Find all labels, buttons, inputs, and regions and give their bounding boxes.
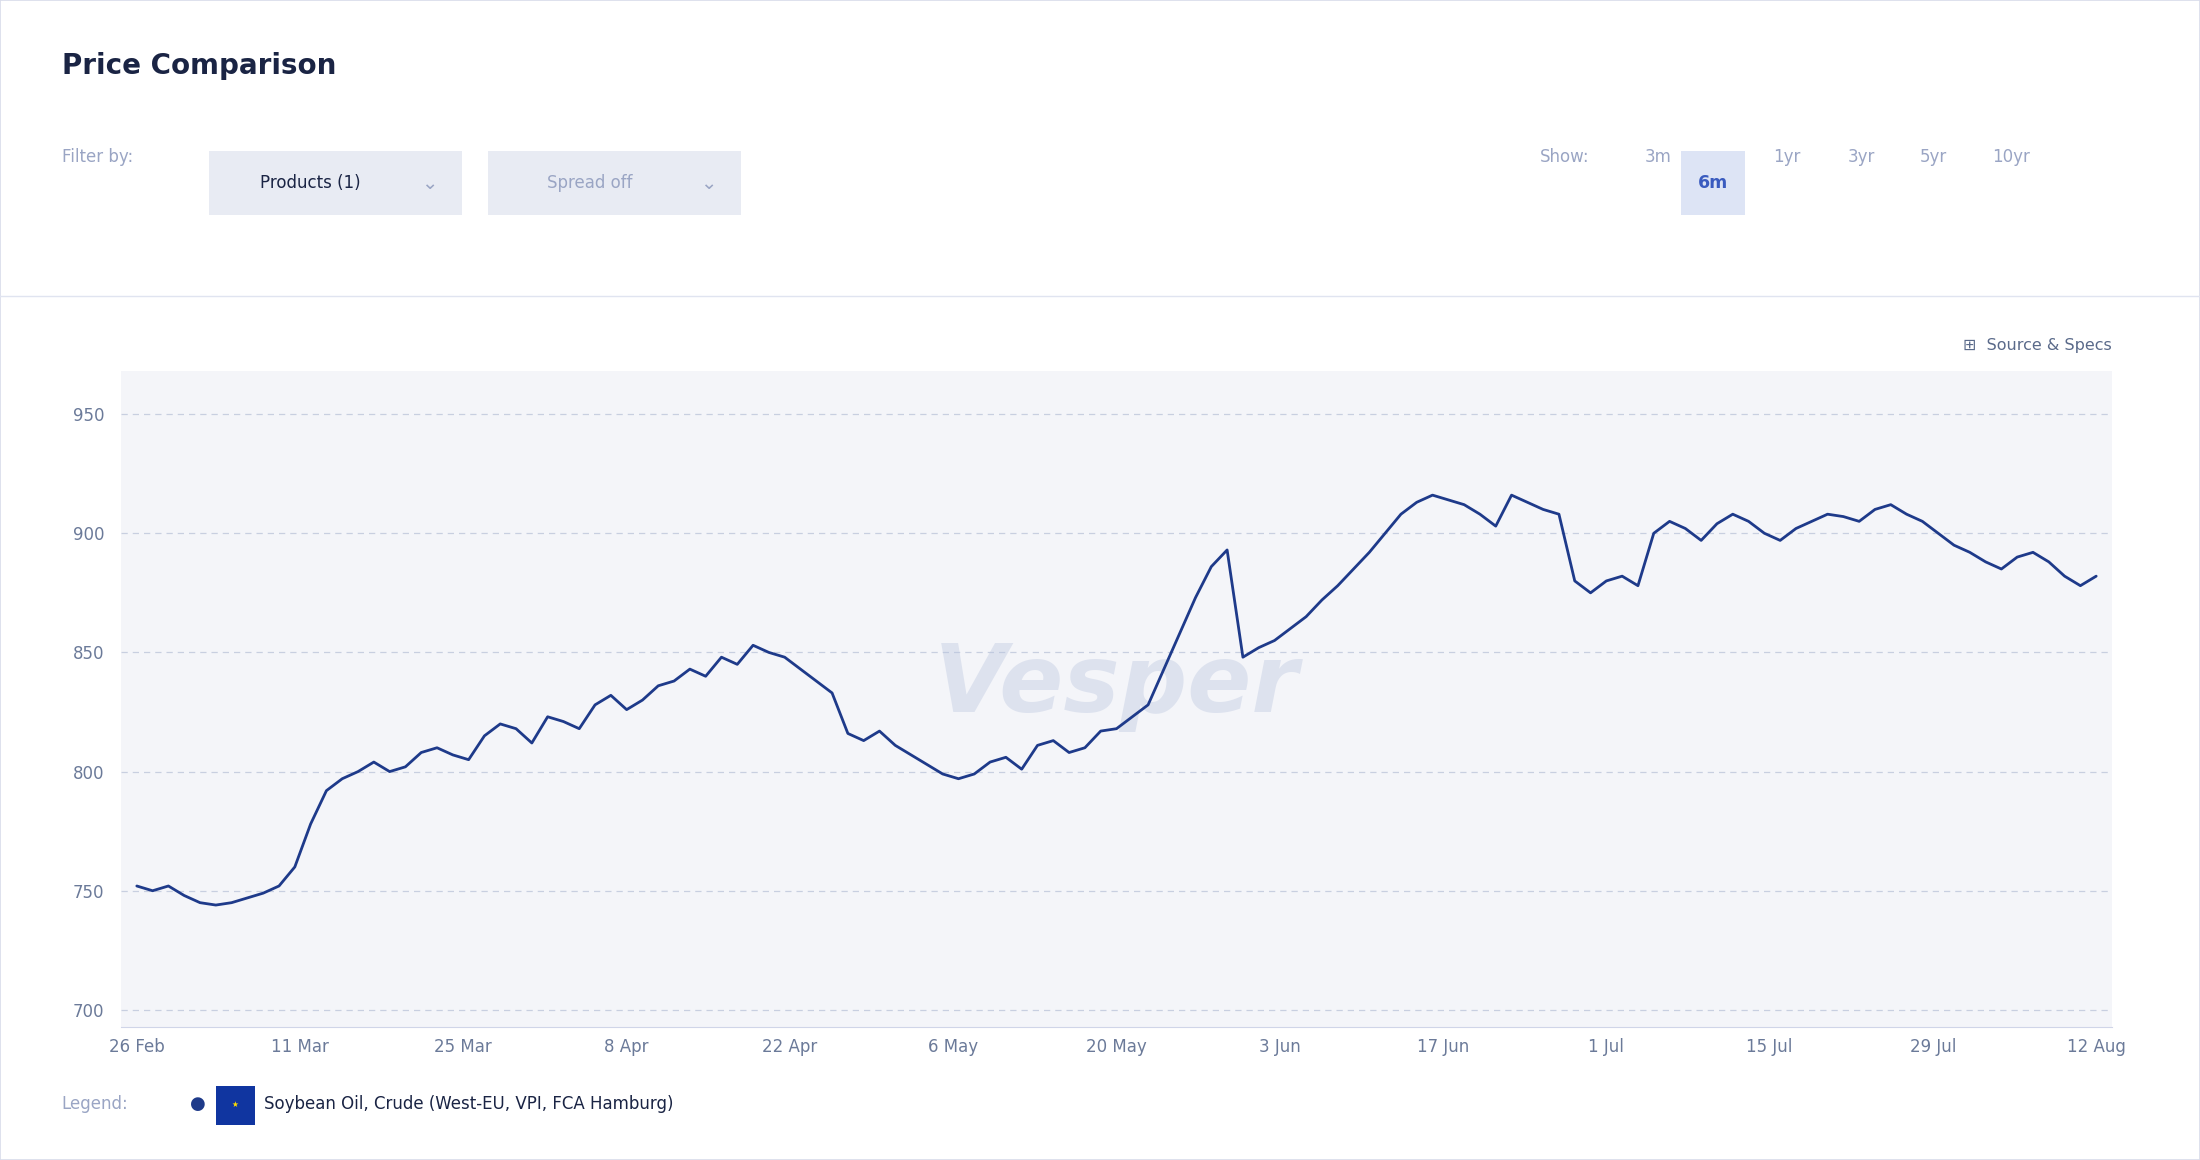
- Text: ●: ●: [189, 1095, 207, 1114]
- Text: ⌄: ⌄: [420, 174, 438, 193]
- Text: ★: ★: [231, 1100, 240, 1109]
- Text: Price Comparison: Price Comparison: [62, 52, 337, 80]
- Text: ⊞  Source & Specs: ⊞ Source & Specs: [1962, 339, 2112, 353]
- Text: Legend:: Legend:: [62, 1095, 128, 1114]
- Text: Vesper: Vesper: [935, 640, 1298, 732]
- Text: Filter by:: Filter by:: [62, 147, 132, 166]
- Text: 3yr: 3yr: [1848, 147, 1874, 166]
- Text: Spread off: Spread off: [548, 174, 631, 193]
- Text: 3m: 3m: [1643, 147, 1672, 166]
- Text: 1yr: 1yr: [1773, 147, 1800, 166]
- Text: Products (1): Products (1): [260, 174, 361, 193]
- Text: 10yr: 10yr: [1991, 147, 2031, 166]
- Text: ⌄: ⌄: [700, 174, 717, 193]
- Text: 5yr: 5yr: [1921, 147, 1947, 166]
- Text: 6m: 6m: [1698, 174, 1727, 193]
- Text: Show:: Show:: [1540, 147, 1591, 166]
- Text: Soybean Oil, Crude (West-EU, VPI, FCA Hamburg): Soybean Oil, Crude (West-EU, VPI, FCA Ha…: [264, 1095, 673, 1114]
